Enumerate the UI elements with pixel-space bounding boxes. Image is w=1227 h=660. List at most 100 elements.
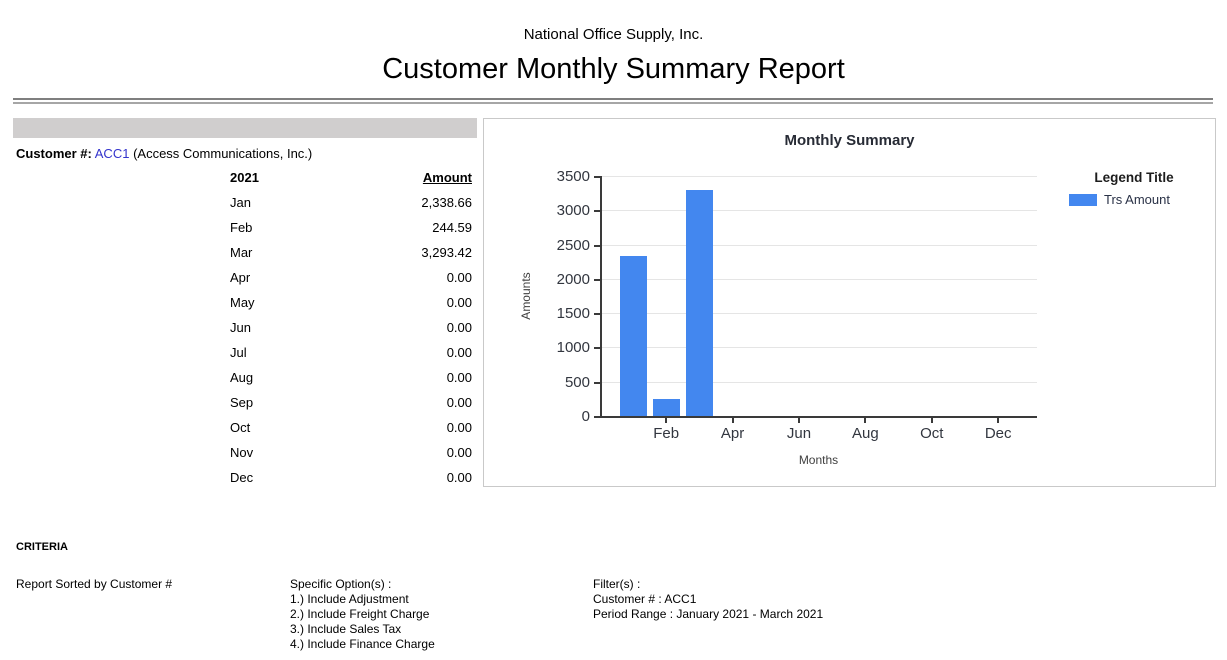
table-row: Apr 0.00 [230,270,472,285]
gridline [602,244,1037,246]
gridline [602,176,1037,177]
chart-bar [619,255,647,416]
gridline [602,347,1037,349]
y-axis-tick-label: 3000 [556,202,590,220]
month-cell: Oct [230,420,251,435]
amount-cell: 0.00 [446,295,472,310]
table-row: Dec 0.00 [230,470,472,485]
gridline [602,313,1037,315]
specific-option-item: 4.) Include Finance Charge [290,637,435,651]
x-axis-tick [665,418,668,423]
month-cell: Feb [230,220,253,235]
month-cell: Aug [230,370,254,385]
month-cell: Jan [230,195,251,210]
y-axis-tick-label: 1000 [556,339,590,357]
month-cell: Apr [230,270,251,285]
customer-band [13,118,477,138]
amount-cell: 2,338.66 [421,195,472,210]
header-divider-bottom [13,102,1213,104]
amount-cell: 0.00 [446,470,472,485]
amount-cell: 0.00 [446,320,472,335]
legend-swatch-icon [1069,193,1097,206]
gridline [602,210,1037,212]
x-axis-tick-label: Feb [653,425,680,442]
table-row: Nov 0.00 [230,445,472,460]
x-axis-tick [798,418,800,423]
specific-option-item: 3.) Include Sales Tax [290,622,402,636]
table-row: Jun 0.00 [230,320,472,335]
x-axis-tick [930,418,933,423]
chart-bar [685,190,713,416]
company-name: National Office Supply, Inc. [523,26,704,43]
table-header-row: 2021 Amount [230,170,472,185]
month-cell: Nov [230,445,254,460]
y-axis-tick [594,347,600,350]
amount-cell: 0.00 [446,445,472,460]
criteria-heading: CRITERIA [16,541,68,553]
y-axis-tick [594,244,600,247]
specific-option-item: 2.) Include Freight Charge [290,607,430,621]
chart-bar [652,399,680,416]
month-cell: Jul [230,345,247,360]
month-cell: Jun [230,320,251,335]
table-row: Mar 3,293.42 [230,245,472,260]
chart-title: Monthly Summary [784,132,915,149]
x-axis-tick [731,418,734,423]
table-row: May 0.00 [230,295,472,310]
amount-cell: 0.00 [446,270,472,285]
x-axis-tick [864,418,867,423]
x-axis-tick-label: Apr [720,425,745,442]
header-divider-top [13,98,1213,100]
report-title: Customer Monthly Summary Report [382,53,845,85]
criteria-sorted-by: Report Sorted by Customer # [16,577,173,591]
specific-option-item: 1.) Include Adjustment [290,592,409,606]
month-cell: May [230,295,255,310]
table-row: Jan 2,338.66 [230,195,472,210]
y-axis-tick-label: 500 [564,373,590,391]
table-row: Aug 0.00 [230,370,472,385]
y-axis-tick [594,176,600,178]
criteria-specific-options: Specific Option(s) : 1.) Include Adjustm… [290,577,435,652]
chart-panel: Monthly Summary 0 500 1000 1500 2000 2500 3000… [483,118,1216,487]
amount-cell: 244.59 [432,220,472,235]
filters-label: Filter(s) : [593,577,641,591]
customer-name: (Access Communications, Inc.) [133,146,313,161]
month-cell: Mar [230,245,253,260]
y-axis-tick [594,210,600,213]
x-axis-tick-label: Oct [920,425,944,442]
y-axis-tick-label: 2000 [556,270,590,288]
filter-item: Customer # : ACC1 [593,592,697,606]
gridline [602,278,1037,280]
amount-cell: 3,293.42 [421,245,472,260]
amount-cell: 0.00 [446,370,472,385]
x-axis-line [600,416,1037,418]
amount-cell: 0.00 [446,395,472,410]
year-header: 2021 [230,170,259,185]
table-row: Sep 0.00 [230,395,472,410]
legend-item: Trs Amount [1069,192,1199,207]
customer-line: Customer #: ACC1 (Access Communications,… [16,146,312,161]
filter-item: Period Range : January 2021 - March 2021 [593,607,824,621]
table-row: Feb 244.59 [230,220,472,235]
x-axis-tick [997,418,1000,423]
x-axis-tick-label: Dec [984,425,1012,442]
y-axis-tick-label: 2500 [556,236,590,254]
x-axis-title: Months [798,453,839,467]
filters-list: Customer # : ACC1 Period Range : January … [593,592,823,622]
y-axis-tick-label: 3500 [556,168,590,185]
customer-number-label: Customer #: [16,146,92,161]
amount-cell: 0.00 [446,420,472,435]
y-axis-line [600,176,602,418]
y-axis-tick [594,313,600,316]
y-axis-tick-label: 1500 [556,305,590,323]
legend-title: Legend Title [1094,170,1174,185]
month-cell: Sep [230,395,254,410]
amount-header: Amount [422,170,472,185]
y-axis-tick [594,416,600,418]
month-cell: Dec [230,470,254,485]
amount-cell: 0.00 [446,345,472,360]
gridline [602,381,1037,383]
specific-options-list: 1.) Include Adjustment 2.) Include Freigh… [290,592,435,652]
customer-number-link[interactable]: ACC1 [94,146,130,161]
